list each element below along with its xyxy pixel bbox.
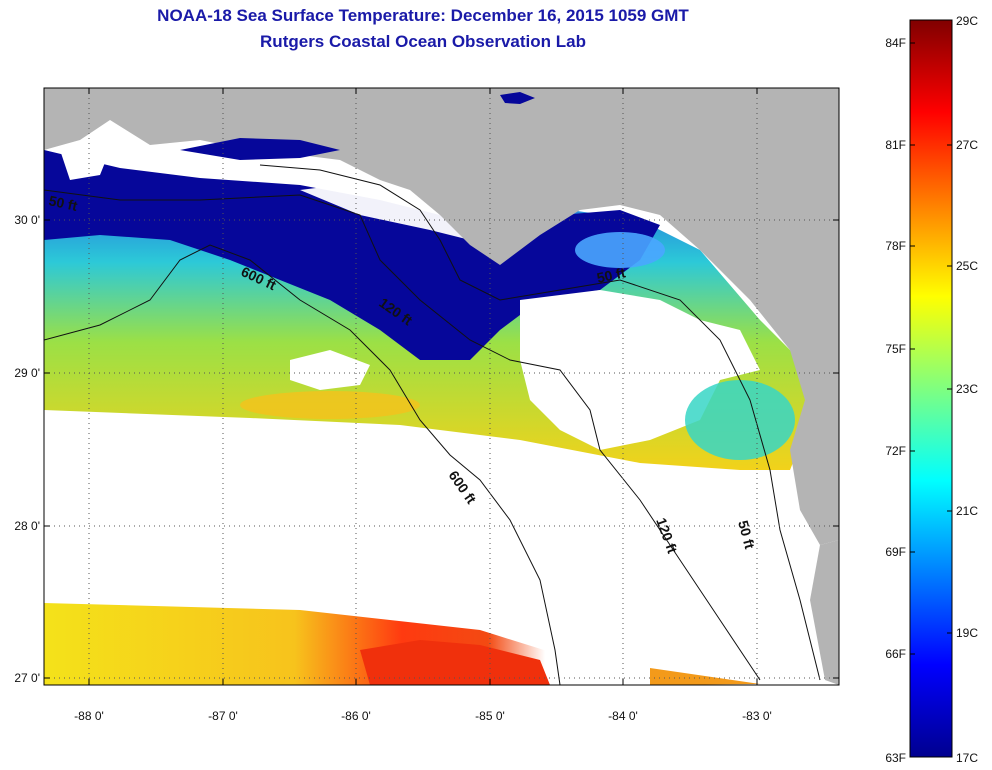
lon-label-83: -83 0' <box>742 709 772 723</box>
map-title: NOAA-18 Sea Surface Temperature: Decembe… <box>157 6 689 25</box>
colorbar-ticks <box>910 42 952 655</box>
f-label-63: 63F <box>885 751 906 765</box>
contour-label-east-50: 50 ft <box>595 264 627 286</box>
c-label-23: 23C <box>956 382 978 396</box>
c-label-25: 25C <box>956 259 978 273</box>
colorbar <box>910 20 952 757</box>
land-bay-cut <box>180 138 340 160</box>
bathymetry-contours <box>44 164 821 685</box>
contour-600ft <box>44 244 561 685</box>
contour-label-south-50: 50 ft <box>735 519 758 551</box>
map-subtitle: Rutgers Coastal Ocean Observation Lab <box>260 32 586 51</box>
lon-label-86: -86 0' <box>341 709 371 723</box>
f-label-78: 78F <box>885 239 906 253</box>
lon-label-87: -87 0' <box>208 709 238 723</box>
land-northern-coast <box>44 88 839 545</box>
sst-orange-patch <box>650 668 760 685</box>
sst-hot-patch <box>360 640 550 685</box>
sst-patch-bigbend <box>575 232 665 268</box>
f-label-81: 81F <box>885 138 906 152</box>
contour-label-west-50: 50 ft <box>47 192 79 214</box>
lake-icon <box>500 92 535 104</box>
c-label-29: 29C <box>956 14 978 28</box>
lat-label-28: 28 0' <box>14 519 40 533</box>
lon-label-85: -85 0' <box>475 709 505 723</box>
sst-cold-coastal-water <box>44 150 660 360</box>
frame-ticks <box>44 88 839 685</box>
lon-label-84: -84 0' <box>608 709 638 723</box>
contour-120ft <box>44 189 761 681</box>
lat-label-30: 30 0' <box>14 213 40 227</box>
map-frame <box>43 87 840 686</box>
sst-cold-bay <box>300 180 470 240</box>
lat-label-27: 27 0' <box>14 671 40 685</box>
f-label-69: 69F <box>885 545 906 559</box>
colorbar-celsius: 29C 27C 25C 23C 21C 19C 17C <box>956 14 978 765</box>
cloud-gap-center <box>290 350 370 390</box>
colorbar-fahrenheit: 84F 81F 78F 75F 72F 69F 66F 63F <box>885 36 906 765</box>
lon-label-88: -88 0' <box>74 709 104 723</box>
sst-patch-warm <box>240 391 420 419</box>
c-label-19: 19C <box>956 626 978 640</box>
c-label-21: 21C <box>956 504 978 518</box>
c-label-17: 17C <box>956 751 978 765</box>
land-peninsula <box>810 540 839 685</box>
lat-label-29: 29 0' <box>14 366 40 380</box>
f-label-84: 84F <box>885 36 906 50</box>
sst-patch-east <box>685 380 795 460</box>
f-label-66: 66F <box>885 647 906 661</box>
cloud-gap-west <box>60 150 110 180</box>
f-label-75: 75F <box>885 342 906 356</box>
f-label-72: 72F <box>885 444 906 458</box>
c-label-27: 27C <box>956 138 978 152</box>
contour-50ft <box>259 164 821 681</box>
